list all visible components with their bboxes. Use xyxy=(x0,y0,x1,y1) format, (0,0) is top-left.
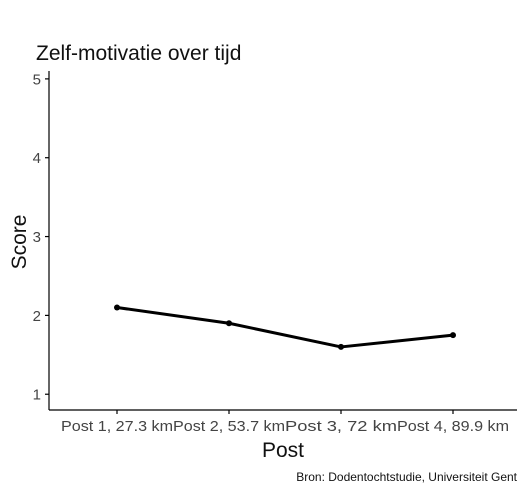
chart-caption: Bron: Dodentochtstudie, Universiteit Gen… xyxy=(296,470,517,484)
data-point xyxy=(226,320,232,327)
y-tick-label: 5 xyxy=(33,71,41,88)
y-axis: 1 2 3 4 5 xyxy=(33,71,50,410)
y-tick-label: 1 xyxy=(33,387,41,404)
x-axis: Post 1, 27.3 km Post 2, 53.7 km Post 3, 72… xyxy=(49,409,517,435)
y-tick-label: 3 xyxy=(33,229,41,246)
x-tick-label: Post 1, 27.3 km xyxy=(61,418,173,435)
x-tick-label: Post 2, 53.7 km xyxy=(173,418,285,435)
x-axis-label: Post xyxy=(262,439,304,462)
data-point xyxy=(338,343,344,350)
y-axis-label: Score xyxy=(8,215,31,270)
chart-title: Zelf-motivatie over tijd xyxy=(36,42,241,65)
x-tick-label: Post 3, 72 km xyxy=(285,418,397,435)
x-tick-label: Post 4, 89.9 km xyxy=(397,418,509,435)
data-point xyxy=(114,304,120,311)
series-line xyxy=(116,306,454,349)
y-tick-label: 4 xyxy=(33,150,41,167)
y-tick-label: 2 xyxy=(33,308,41,325)
data-point xyxy=(450,332,456,339)
series-line-group xyxy=(114,304,456,350)
